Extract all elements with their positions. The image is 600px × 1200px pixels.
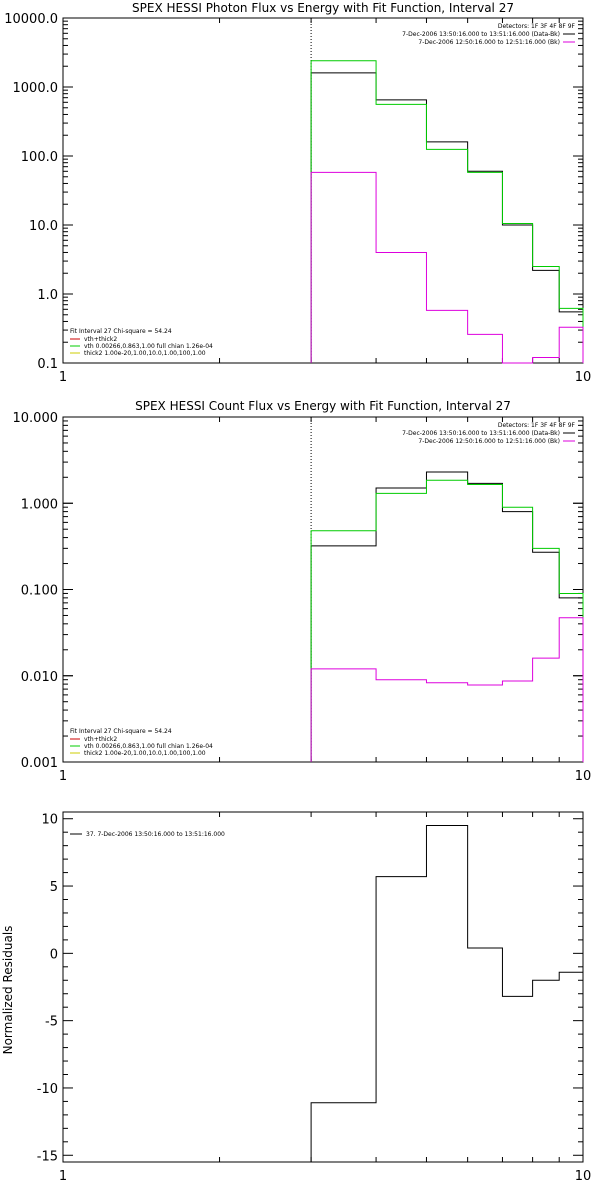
photon-flux-panel: SPEX HESSI Photon Flux vs Energy with Fi…	[4, 1, 591, 385]
count-flux-series	[310, 471, 584, 762]
y-tick-label: 10000.0	[4, 12, 58, 27]
y-tick-label: -15	[37, 1149, 58, 1164]
x-tick-label: 1	[59, 769, 67, 784]
y-tick-label: 10.000	[13, 411, 59, 426]
y-tick-label: 100.0	[21, 150, 58, 165]
y-tick-label: 1.0	[37, 288, 58, 303]
count-flux-panel: SPEX HESSI Count Flux vs Energy with Fit…	[13, 399, 592, 784]
residuals-panel: Normalized Residuals 10 5 0 -5 -10 -15 1 10 37…	[1, 811, 591, 1184]
x-tick-label: 10	[575, 370, 592, 385]
fit-legend-total: vth+thick2	[84, 336, 117, 343]
y-tick-label: 1.000	[21, 497, 58, 512]
count-flux-plot-frame	[62, 416, 584, 763]
residuals-y-tick-labels: 10 5 0 -5 -10 -15	[37, 813, 58, 1165]
residuals-series	[310, 824, 584, 1162]
y-tick-label: 0.001	[21, 756, 58, 771]
residuals-ticks	[62, 812, 584, 1162]
photon-flux-x-tick-labels: 1 10	[59, 370, 591, 385]
vth-histogram-line	[310, 60, 584, 363]
y-tick-label: 1000.0	[13, 81, 59, 96]
info-line-bk-interval: 7-Dec-2006 12:50:16.000 to 12:51:16.000 …	[418, 438, 560, 445]
vth-histogram-line	[310, 479, 584, 762]
residuals-plot-frame	[62, 811, 584, 1163]
fit-legend-title: Fit Interval 27 Chi-square = 54.24	[70, 328, 172, 335]
fit-legend-vth: vth 0.00266,0.863,1.00 full chian 1.26e-…	[84, 743, 213, 750]
residuals-x-tick-labels: 1 10	[59, 1169, 591, 1184]
data-histogram-line	[310, 471, 584, 762]
y-tick-label: 5	[50, 880, 58, 895]
photon-flux-y-tick-labels: 10000.0 1000.0 100.0 10.0 1.0 0.1	[4, 12, 58, 372]
y-tick-label: 0	[50, 947, 58, 962]
photon-flux-fit-legend: Fit Interval 27 Chi-square = 54.24 vth+t…	[70, 328, 213, 357]
x-tick-label: 10	[575, 769, 592, 784]
count-flux-fit-legend: Fit Interval 27 Chi-square = 54.24 vth+t…	[70, 728, 213, 757]
info-line-detectors: Detectors: 1F 3F 4F 8F 9F	[498, 23, 576, 30]
x-tick-label: 10	[575, 1169, 592, 1184]
info-line-detectors: Detectors: 1F 3F 4F 8F 9F	[498, 422, 576, 429]
count-flux-info-legend: Detectors: 1F 3F 4F 8F 9F 7-Dec-2006 13:…	[402, 422, 575, 445]
bkg-histogram-line	[310, 617, 584, 762]
count-flux-x-tick-labels: 1 10	[59, 769, 591, 784]
info-line-bk-interval: 7-Dec-2006 12:50:16.000 to 12:51:16.000 …	[418, 39, 560, 46]
photon-flux-series	[310, 60, 584, 364]
y-tick-label: 0.010	[21, 670, 58, 685]
data-histogram-line	[310, 72, 584, 363]
fit-legend-vth: vth 0.00266,0.863,1.00 full chian 1.26e-…	[84, 343, 213, 350]
y-tick-label: -5	[45, 1015, 58, 1030]
bkg-histogram-line	[310, 171, 584, 364]
y-tick-label: -10	[37, 1082, 58, 1097]
resid-histogram-line	[310, 824, 584, 1162]
count-flux-ticks	[62, 416, 584, 763]
photon-flux-plot-frame	[62, 17, 584, 364]
photon-flux-ticks	[62, 17, 584, 364]
y-tick-label: 10	[41, 813, 58, 828]
fit-legend-thick2: thick2 1.00e-20,1.00,10.0,1.00,100,1.00	[84, 350, 206, 357]
y-tick-label: 0.1	[37, 357, 58, 372]
photon-flux-title: SPEX HESSI Photon Flux vs Energy with Fi…	[132, 1, 514, 15]
x-tick-label: 1	[59, 1169, 67, 1184]
residuals-y-axis-label: Normalized Residuals	[1, 926, 15, 1055]
y-tick-label: 0.100	[21, 584, 58, 599]
info-line-data-interval: 7-Dec-2006 13:50:16.000 to 13:51:16.000 …	[402, 430, 560, 437]
fit-legend-title: Fit Interval 27 Chi-square = 54.24	[70, 728, 172, 735]
fit-legend-total: vth+thick2	[84, 736, 117, 743]
count-flux-title: SPEX HESSI Count Flux vs Energy with Fit…	[135, 399, 511, 413]
photon-flux-info-legend: Detectors: 1F 3F 4F 8F 9F 7-Dec-2006 13:…	[402, 23, 575, 46]
fit-legend-thick2: thick2 1.00e-20,1.00,10.0,1.00,100,1.00	[84, 750, 206, 757]
residuals-legend: 37. 7-Dec-2006 13:50:16.000 to 13:51:16.…	[70, 831, 225, 838]
x-tick-label: 1	[59, 370, 67, 385]
count-flux-y-tick-labels: 10.000 1.000 0.100 0.010 0.001	[13, 411, 59, 771]
info-line-data-interval: 7-Dec-2006 13:50:16.000 to 13:51:16.000 …	[402, 31, 560, 38]
residuals-legend-text: 37. 7-Dec-2006 13:50:16.000 to 13:51:16.…	[86, 831, 225, 838]
y-tick-label: 10.0	[29, 219, 58, 234]
